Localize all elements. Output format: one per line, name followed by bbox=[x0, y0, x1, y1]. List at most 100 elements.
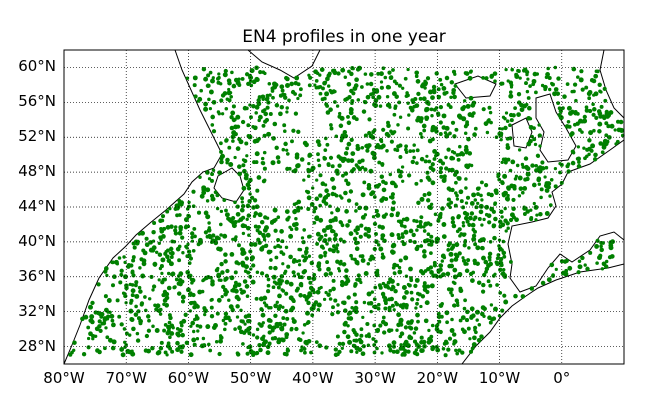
profile-dot bbox=[469, 163, 474, 168]
profile-dot bbox=[457, 348, 462, 353]
profile-dot bbox=[94, 326, 100, 332]
profile-dot bbox=[278, 304, 283, 309]
profile-dot bbox=[243, 224, 248, 229]
profile-dot bbox=[343, 171, 349, 176]
profile-dot bbox=[173, 228, 178, 233]
profile-dot bbox=[398, 317, 404, 323]
profile-dot bbox=[230, 70, 234, 75]
profile-dot bbox=[354, 77, 359, 83]
profile-dot bbox=[148, 240, 153, 245]
profile-dot bbox=[215, 311, 220, 316]
profile-dot bbox=[435, 347, 441, 353]
profile-dot bbox=[543, 87, 548, 92]
profile-dot bbox=[534, 163, 539, 168]
profile-dot bbox=[509, 183, 515, 189]
profile-dot bbox=[387, 85, 392, 90]
profile-dot bbox=[305, 310, 310, 316]
profile-dot bbox=[291, 270, 296, 275]
profile-dot bbox=[592, 107, 597, 112]
profile-dot bbox=[604, 111, 610, 117]
profile-dot bbox=[158, 218, 163, 224]
profile-dot bbox=[533, 204, 539, 210]
profile-dot bbox=[472, 258, 477, 264]
profile-dot bbox=[553, 184, 558, 189]
profile-dot bbox=[378, 285, 383, 290]
profile-dot bbox=[288, 295, 294, 301]
profile-dot bbox=[580, 87, 585, 92]
profile-dot bbox=[506, 226, 510, 230]
profile-dot bbox=[406, 320, 411, 326]
profile-dot bbox=[600, 150, 605, 155]
longitude-label: 70°W bbox=[105, 369, 147, 387]
profile-dot bbox=[400, 165, 405, 169]
profile-dot bbox=[456, 303, 460, 308]
profile-dot bbox=[274, 103, 280, 108]
profile-dot bbox=[383, 321, 389, 327]
profile-dot bbox=[452, 267, 458, 273]
profile-dot bbox=[544, 75, 549, 80]
profile-dot bbox=[346, 198, 352, 203]
profile-dot bbox=[520, 294, 526, 299]
profile-dot bbox=[216, 246, 221, 252]
profile-dot bbox=[564, 268, 569, 273]
profile-dot bbox=[239, 308, 243, 313]
profile-dot bbox=[286, 264, 291, 269]
profile-dot bbox=[404, 147, 408, 152]
profile-dot bbox=[203, 275, 209, 281]
profile-dot bbox=[181, 251, 185, 255]
profile-dot bbox=[203, 76, 209, 82]
profile-dot bbox=[323, 195, 329, 200]
profile-dot bbox=[543, 175, 547, 179]
profile-dot bbox=[429, 202, 434, 206]
profile-dot bbox=[228, 162, 234, 167]
profile-dot bbox=[587, 96, 592, 101]
profile-dot bbox=[408, 238, 413, 244]
profile-dot bbox=[267, 324, 273, 329]
profile-dot bbox=[316, 158, 321, 162]
profile-dot bbox=[199, 88, 203, 93]
profile-dot bbox=[166, 324, 171, 330]
profile-dot bbox=[530, 134, 534, 139]
profile-dot bbox=[357, 347, 363, 352]
profile-dot bbox=[213, 190, 218, 195]
profile-dot bbox=[136, 309, 141, 314]
profile-dot bbox=[599, 104, 604, 109]
profile-dot bbox=[534, 168, 539, 173]
profile-dot bbox=[369, 309, 373, 314]
profile-dot bbox=[123, 340, 127, 344]
profile-dot bbox=[346, 158, 351, 163]
profile-dot bbox=[258, 70, 263, 75]
great-britain-land bbox=[535, 93, 577, 163]
profile-dot bbox=[398, 258, 403, 263]
profile-dot bbox=[398, 115, 403, 119]
profile-dot bbox=[500, 160, 504, 165]
profile-dot bbox=[429, 334, 434, 339]
profile-dot bbox=[183, 225, 189, 230]
profile-dot bbox=[289, 326, 294, 331]
profile-dot bbox=[603, 142, 608, 147]
profile-dot bbox=[337, 266, 341, 271]
profile-dot bbox=[271, 136, 276, 141]
profile-dot bbox=[337, 163, 342, 168]
profile-dot bbox=[285, 316, 290, 321]
profile-dot bbox=[284, 335, 289, 340]
profile-dot bbox=[354, 332, 359, 337]
profile-dot bbox=[509, 118, 514, 123]
profile-dot bbox=[171, 326, 175, 330]
profile-dot bbox=[480, 223, 484, 227]
profile-dot bbox=[374, 88, 380, 93]
profile-dot bbox=[415, 79, 421, 84]
profile-dot bbox=[193, 94, 198, 99]
profile-dot bbox=[536, 177, 542, 183]
profile-dot bbox=[491, 224, 496, 229]
profile-dot bbox=[221, 318, 226, 323]
profile-dot bbox=[587, 108, 593, 114]
profile-dot bbox=[451, 87, 457, 93]
profile-dot bbox=[254, 104, 260, 110]
profile-dot bbox=[472, 132, 477, 137]
profile-dot bbox=[294, 288, 299, 293]
profile-dot bbox=[418, 131, 423, 136]
profile-dot bbox=[546, 66, 550, 71]
profile-dot bbox=[244, 328, 249, 333]
profile-dot bbox=[469, 201, 475, 206]
